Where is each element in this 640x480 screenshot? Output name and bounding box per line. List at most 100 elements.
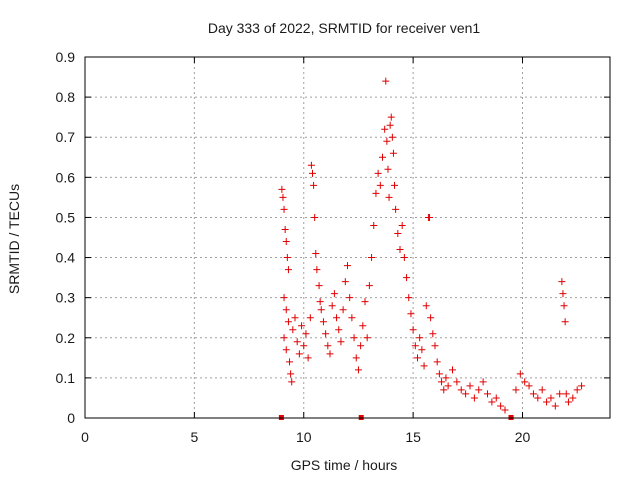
data-point (414, 354, 421, 362)
y-tick-label: 0.6 (56, 169, 76, 185)
data-point (444, 382, 452, 390)
data-point (365, 282, 373, 290)
y-tick-label: 0.4 (56, 250, 76, 266)
plot-frame (84, 56, 611, 419)
data-point (492, 394, 500, 402)
data-point (313, 266, 321, 274)
data-point (335, 326, 343, 334)
data-point (398, 221, 406, 229)
data-point (372, 189, 380, 197)
x-tick-label: 10 (296, 429, 312, 445)
data-point (280, 205, 288, 213)
data-point (283, 254, 291, 262)
data-point (475, 386, 483, 394)
data-point (396, 246, 404, 254)
data-point (381, 125, 389, 133)
data-point (284, 318, 292, 326)
data-point (326, 350, 334, 358)
y-tick-label: 0.8 (56, 89, 76, 105)
y-tick-label: 0 (67, 410, 75, 426)
data-point (281, 225, 289, 233)
data-point (363, 334, 371, 342)
data-point (433, 358, 441, 366)
data-point (435, 370, 443, 378)
data-point (328, 302, 336, 310)
data-point (569, 394, 577, 402)
data-point (284, 266, 292, 274)
data-point (389, 149, 397, 157)
data-point (384, 165, 392, 173)
data-point (453, 378, 461, 386)
data-point (578, 382, 586, 390)
data-point (387, 113, 395, 121)
data-point (449, 366, 456, 374)
y-tick-label: 0.7 (56, 129, 76, 145)
data-point (409, 326, 417, 334)
data-point (385, 193, 393, 201)
data-point (405, 294, 413, 302)
data-point (431, 342, 439, 350)
data-point (529, 390, 537, 398)
data-point (304, 354, 312, 362)
data-point (352, 354, 360, 362)
data-point (551, 402, 559, 410)
data-point (562, 390, 570, 398)
data-point (350, 334, 358, 342)
y-axis-label: SRMTID / TECUs (6, 184, 22, 294)
data-point (312, 250, 320, 258)
data-point (330, 290, 338, 298)
y-tick-label: 0.3 (56, 290, 76, 306)
data-point (316, 298, 324, 306)
chart-title: Day 333 of 2022, SRMTID for receiver ven… (208, 20, 481, 36)
data-point (337, 338, 345, 346)
data-point (429, 330, 437, 338)
data-point (560, 302, 568, 310)
data-point (556, 390, 564, 398)
x-tick-label: 5 (190, 429, 198, 445)
data-point (300, 342, 308, 350)
data-point (422, 302, 430, 310)
data-point (311, 213, 319, 221)
data-point (370, 221, 378, 229)
x-axis-label: GPS time / hours (291, 457, 398, 473)
data-point (282, 346, 290, 354)
data-point (341, 278, 349, 286)
data-point (438, 378, 446, 386)
data-point (488, 398, 496, 406)
data-point (317, 306, 325, 314)
data-point (324, 342, 332, 350)
data-point (302, 330, 310, 338)
data-point (501, 406, 509, 414)
data-point (307, 161, 315, 169)
data-point (279, 193, 287, 201)
data-point (386, 121, 394, 129)
data-point (516, 370, 524, 378)
data-point (388, 133, 396, 141)
data-point (558, 278, 566, 286)
data-point (368, 254, 376, 262)
x-tick-label: 0 (81, 429, 89, 445)
data-point (346, 294, 354, 302)
data-point (295, 350, 303, 358)
data-point (573, 386, 581, 394)
data-point (391, 181, 399, 189)
x-tick-label: 20 (515, 429, 531, 445)
data-point (288, 378, 296, 386)
data-point (278, 185, 286, 193)
data-point (315, 282, 323, 290)
data-point (333, 314, 341, 322)
data-point (400, 254, 408, 262)
data-point (359, 322, 367, 330)
data-point (420, 362, 428, 370)
data-point (521, 378, 529, 386)
x-tick-label: 15 (405, 429, 421, 445)
data-point (525, 382, 533, 390)
data-point (442, 374, 450, 382)
data-point (484, 390, 491, 398)
data-point (322, 330, 330, 338)
data-point (310, 181, 318, 189)
data-point (497, 402, 505, 410)
data-point (309, 169, 316, 177)
data-point (282, 306, 290, 314)
